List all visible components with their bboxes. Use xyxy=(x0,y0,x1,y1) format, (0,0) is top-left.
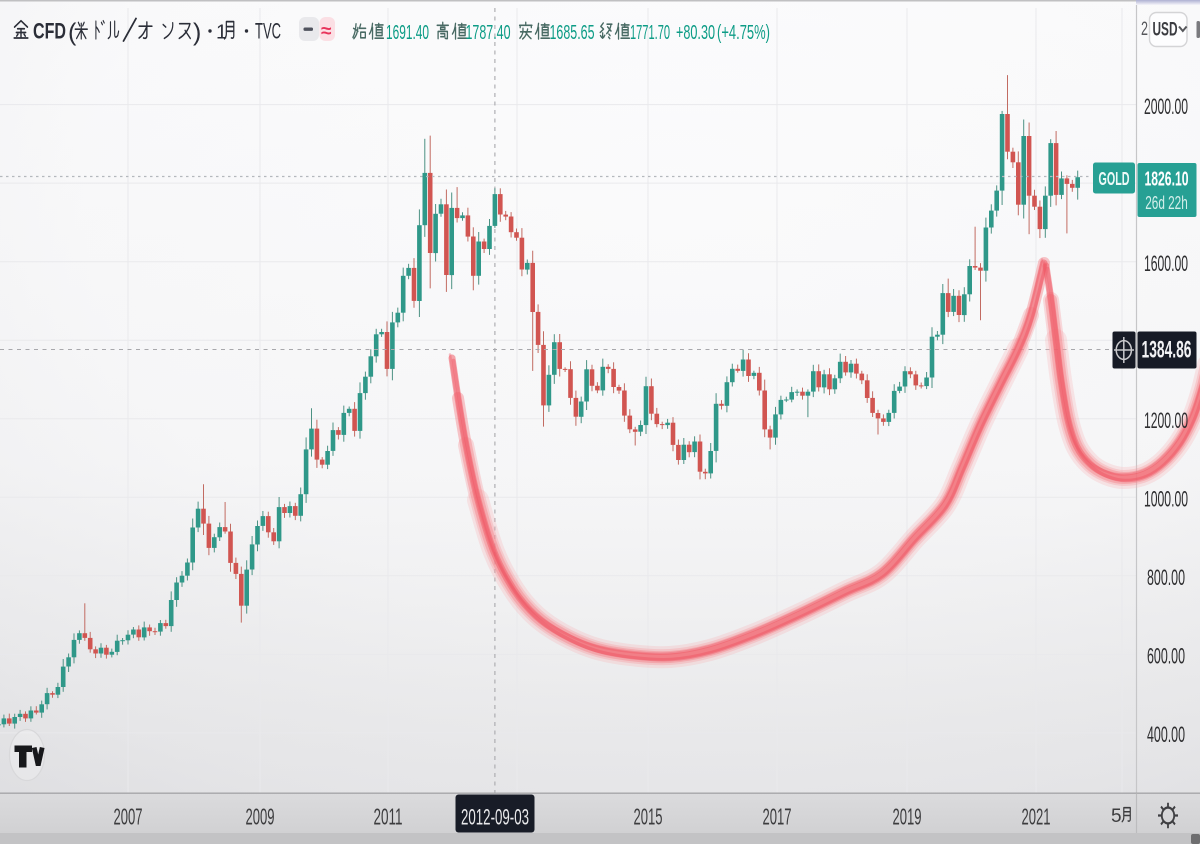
svg-text:2009: 2009 xyxy=(246,803,275,829)
svg-text:1771.70: 1771.70 xyxy=(630,22,670,44)
svg-text:2012-09-03: 2012-09-03 xyxy=(461,805,529,830)
svg-text:≈: ≈ xyxy=(321,21,332,42)
svg-text:5: 5 xyxy=(1111,806,1122,827)
svg-text:800.00: 800.00 xyxy=(1147,565,1185,590)
svg-text:2007: 2007 xyxy=(114,803,143,829)
svg-text:USD: USD xyxy=(1153,20,1178,41)
svg-text:GOLD: GOLD xyxy=(1099,168,1130,189)
svg-text:2017: 2017 xyxy=(763,803,792,829)
svg-text:TVC: TVC xyxy=(255,19,281,44)
svg-text:1200.00: 1200.00 xyxy=(1144,408,1188,433)
svg-text:400.00: 400.00 xyxy=(1147,722,1185,747)
svg-text:(+4.75%): (+4.75%) xyxy=(717,22,770,44)
svg-text:2019: 2019 xyxy=(893,803,922,829)
svg-text:2000.00: 2000.00 xyxy=(1144,94,1188,119)
svg-text:(: ( xyxy=(68,19,77,47)
svg-text:+80.30: +80.30 xyxy=(676,22,715,44)
svg-text:1: 1 xyxy=(216,22,227,44)
svg-text:): ) xyxy=(193,19,201,47)
svg-text:1691.40: 1691.40 xyxy=(386,22,429,44)
svg-text:2: 2 xyxy=(1141,19,1148,40)
svg-text:1685.65: 1685.65 xyxy=(550,22,595,44)
svg-text:1600.00: 1600.00 xyxy=(1144,251,1188,276)
svg-text:CFD: CFD xyxy=(33,19,66,44)
svg-text:600.00: 600.00 xyxy=(1147,644,1185,669)
svg-text:26d 22h: 26d 22h xyxy=(1145,192,1188,213)
svg-text:1787.40: 1787.40 xyxy=(466,22,511,44)
svg-text:2015: 2015 xyxy=(634,803,663,829)
svg-text:2011: 2011 xyxy=(374,803,403,829)
svg-text:2021: 2021 xyxy=(1022,803,1051,829)
svg-text:1384.86: 1384.86 xyxy=(1142,337,1192,364)
svg-text:1826.10: 1826.10 xyxy=(1145,169,1189,191)
svg-text:1000.00: 1000.00 xyxy=(1144,487,1188,512)
